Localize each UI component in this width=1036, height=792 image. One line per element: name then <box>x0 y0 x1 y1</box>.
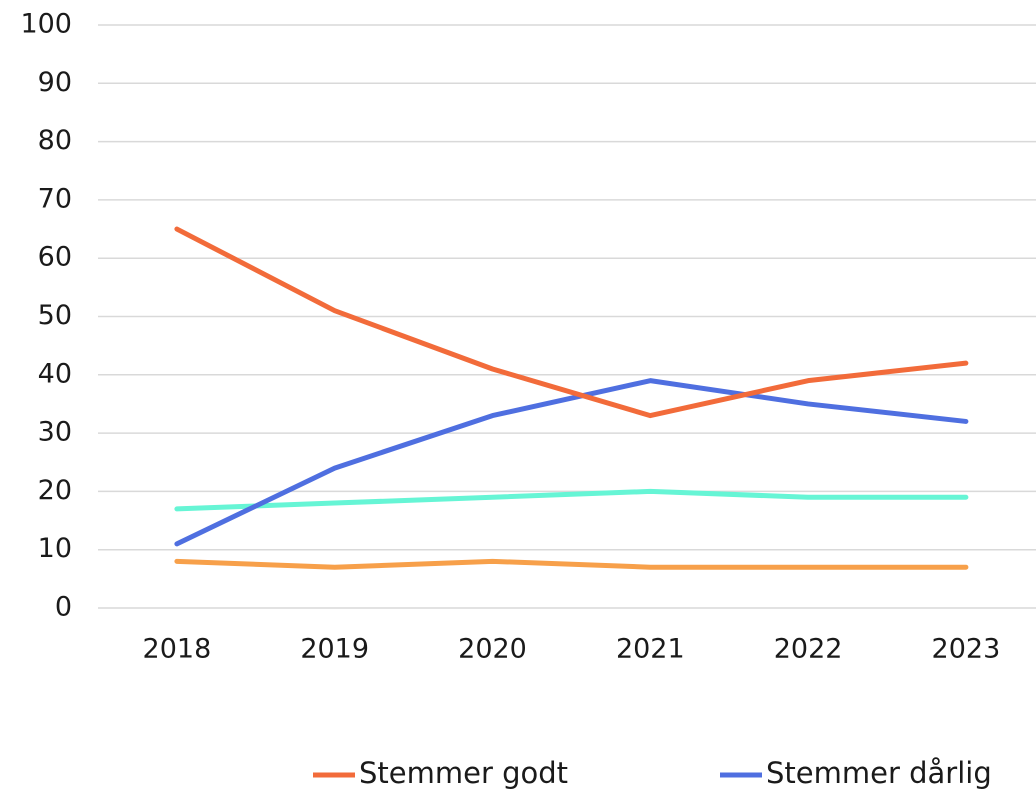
y-tick-label: 30 <box>38 417 72 448</box>
y-tick-label: 40 <box>38 358 72 389</box>
x-tick-label: 2020 <box>458 634 527 665</box>
series-line <box>174 378 969 547</box>
y-tick-label: 100 <box>20 9 72 40</box>
y-tick-label: 20 <box>38 475 72 506</box>
legend-label: Stemmer dårlig <box>766 756 992 790</box>
series-line <box>174 488 969 512</box>
x-tick-label: 2021 <box>616 634 685 665</box>
series-line <box>174 558 969 570</box>
legend-label: Stemmer godt <box>359 756 568 790</box>
x-tick-label: 2023 <box>932 634 1001 665</box>
series-line <box>174 226 969 419</box>
y-tick-label: 70 <box>38 183 72 214</box>
x-tick-label: 2018 <box>143 634 212 665</box>
y-tick-label: 50 <box>38 300 72 331</box>
x-tick-label: 2019 <box>300 634 369 665</box>
y-tick-label: 60 <box>38 242 72 273</box>
y-tick-label: 0 <box>55 592 72 623</box>
y-tick-label: 90 <box>38 67 72 98</box>
y-tick-label: 80 <box>38 125 72 156</box>
x-tick-label: 2022 <box>774 634 843 665</box>
y-tick-label: 10 <box>38 533 72 564</box>
